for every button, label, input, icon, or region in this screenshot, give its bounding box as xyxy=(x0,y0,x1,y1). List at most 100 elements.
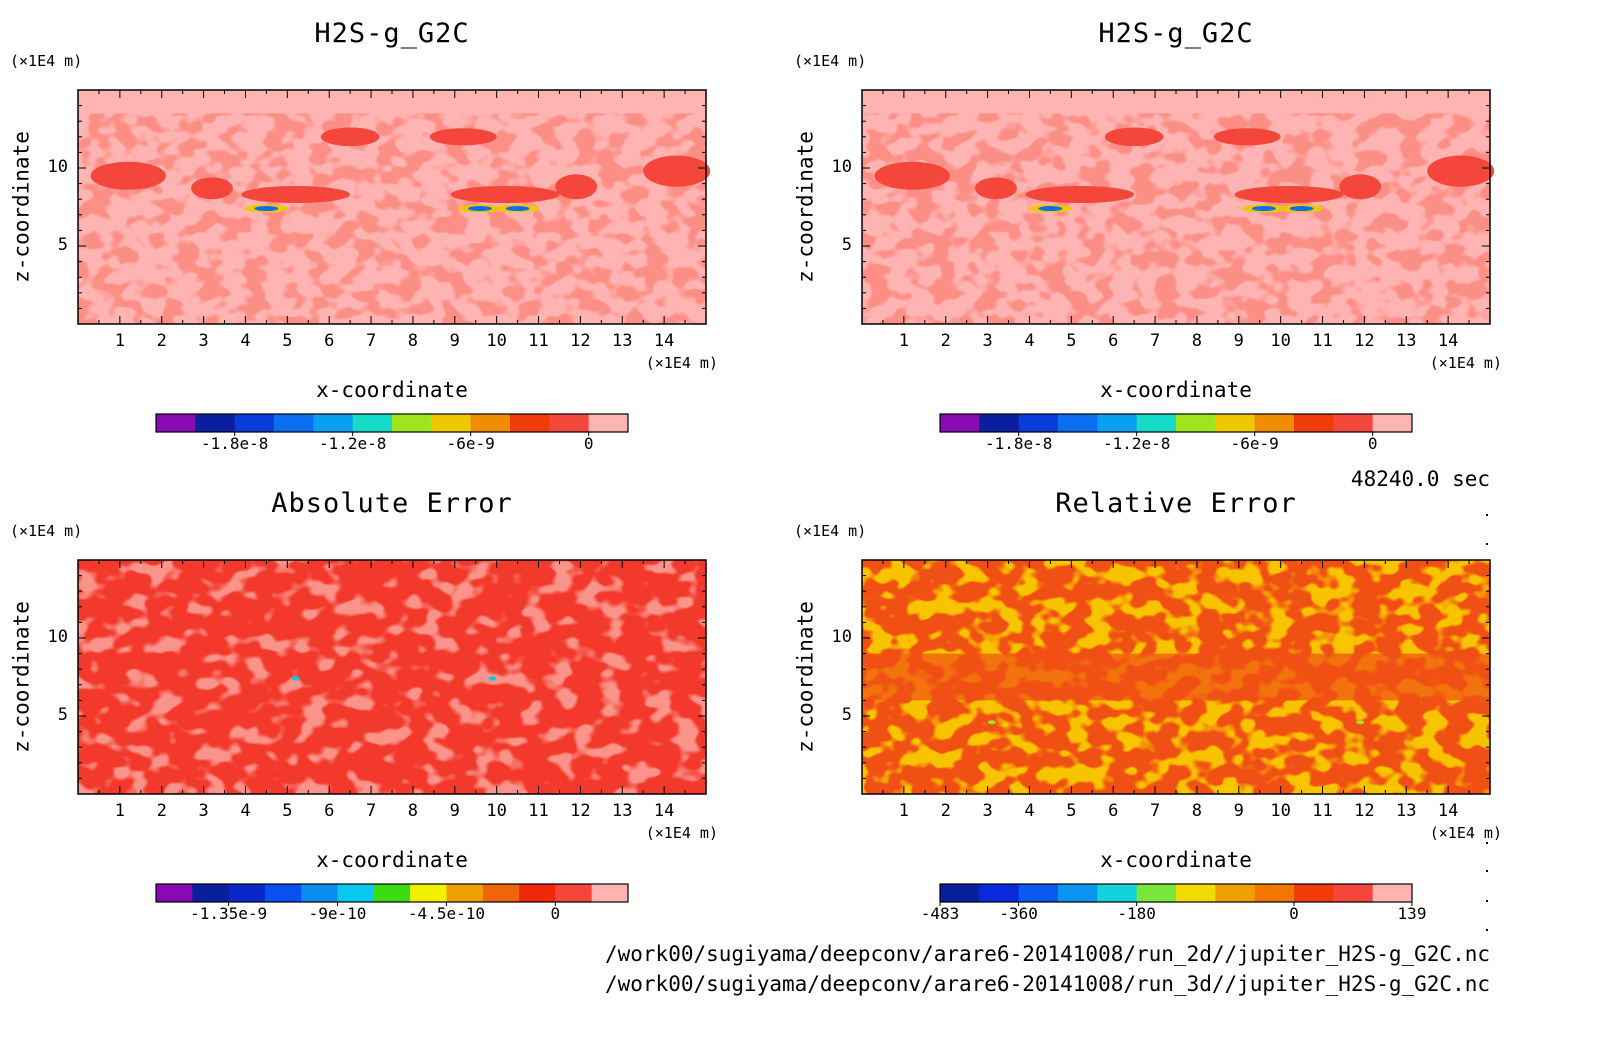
colorbar-segment xyxy=(1058,414,1098,432)
colorbar-segment xyxy=(1058,884,1098,902)
colorbar-segment xyxy=(1294,884,1334,902)
colorbar-segment xyxy=(591,884,629,902)
colorbar-segment xyxy=(192,884,230,902)
z-tick-label: 5 xyxy=(841,705,852,725)
x-axis-label: x-coordinate xyxy=(316,378,468,402)
colorbar-segment xyxy=(156,884,193,902)
anomaly xyxy=(488,676,497,681)
contour-blob xyxy=(1213,128,1281,146)
contour-blob xyxy=(1339,174,1382,200)
x-tick-label: 14 xyxy=(1437,801,1459,821)
time-label: 48240.0 sec xyxy=(1350,467,1490,491)
x-tick-label: 9 xyxy=(1233,331,1244,351)
x-axis-label: x-coordinate xyxy=(1100,848,1252,872)
margin-dot xyxy=(1486,900,1488,902)
colorbar-segment xyxy=(1372,414,1413,432)
margin-dot xyxy=(1486,929,1488,931)
colorbar-segment xyxy=(1097,414,1138,432)
x-tick-label: 2 xyxy=(940,801,951,821)
anomaly xyxy=(987,720,996,725)
x-tick-label: 3 xyxy=(982,331,993,351)
colorbar-label: 0 xyxy=(1367,434,1378,453)
field-top-band xyxy=(78,90,706,114)
x-tick-label: 1 xyxy=(898,801,909,821)
x-tick-label: 14 xyxy=(653,801,675,821)
colorbar-segment xyxy=(555,884,593,902)
x-tick-label: 5 xyxy=(282,801,293,821)
colorbar-segment xyxy=(1254,414,1295,432)
x-unit-label: (×1E4 m) xyxy=(645,354,718,372)
contour-blob xyxy=(191,177,233,200)
colorbar-segment xyxy=(979,414,1020,432)
panel-title: Relative Error xyxy=(1055,488,1297,519)
footer-path-1: /work00/sugiyama/deepconv/arare6-2014100… xyxy=(604,942,1490,966)
field-top-band xyxy=(862,90,1490,114)
colorbar-segment xyxy=(940,414,980,432)
colorbar-segment xyxy=(1018,414,1059,432)
colorbar-segment xyxy=(264,884,302,902)
z-unit-label: (×1E4 m) xyxy=(794,52,867,70)
anomaly-core xyxy=(1038,206,1063,212)
x-unit-label: (×1E4 m) xyxy=(1429,354,1502,372)
footer-path-2: /work00/sugiyama/deepconv/arare6-2014100… xyxy=(604,972,1490,996)
x-tick-label: 8 xyxy=(407,801,419,821)
contour-blob xyxy=(1025,185,1135,204)
contour-blob xyxy=(1104,127,1164,147)
x-tick-label: 11 xyxy=(1312,331,1333,351)
x-tick-label: 8 xyxy=(1191,801,1203,821)
contour-blob xyxy=(643,155,711,187)
x-tick-label: 5 xyxy=(282,331,293,351)
colorbar-segment xyxy=(431,414,472,432)
colorbar-segment xyxy=(1215,884,1256,902)
field-mid-band xyxy=(862,653,1490,701)
contour-blob xyxy=(1234,185,1344,204)
x-axis-label: x-coordinate xyxy=(316,848,468,872)
x-unit-label: (×1E4 m) xyxy=(645,824,718,842)
colorbar-segment xyxy=(482,884,520,902)
panel-title: H2S-g_G2C xyxy=(1098,18,1254,49)
contour-blob xyxy=(429,128,497,146)
colorbar-segment xyxy=(940,884,980,902)
x-tick-label: 12 xyxy=(570,331,591,351)
contour-blob xyxy=(90,161,166,190)
x-tick-label: 9 xyxy=(449,331,460,351)
x-tick-label: 13 xyxy=(1396,801,1417,821)
x-tick-label: 1 xyxy=(114,801,125,821)
colorbar-segment xyxy=(313,414,354,432)
z-unit-label: (×1E4 m) xyxy=(10,52,83,70)
anomaly-core xyxy=(1251,206,1276,212)
z-axis-label: z-coordinate xyxy=(793,131,818,283)
colorbar-frame xyxy=(939,413,1413,433)
contour-blob xyxy=(450,185,560,204)
z-tick-label: 5 xyxy=(841,235,852,255)
colorbar-segment xyxy=(392,414,432,432)
colorbar-segment xyxy=(1215,414,1256,432)
colorbar-frame xyxy=(939,883,1413,903)
anomaly-core xyxy=(254,206,279,212)
x-tick-label: 7 xyxy=(1149,331,1161,351)
x-tick-label: 13 xyxy=(612,331,633,351)
z-tick-label: 10 xyxy=(831,627,852,647)
x-tick-label: 4 xyxy=(240,331,251,351)
colorbar-segment xyxy=(1018,884,1059,902)
x-tick-label: 8 xyxy=(407,331,419,351)
x-axis-label: x-coordinate xyxy=(1100,378,1252,402)
x-tick-label: 12 xyxy=(570,801,591,821)
x-tick-label: 5 xyxy=(1066,801,1077,821)
margin-dot xyxy=(1486,842,1488,844)
x-tick-label: 13 xyxy=(612,801,633,821)
x-tick-label: 7 xyxy=(365,331,377,351)
x-tick-label: 5 xyxy=(1066,331,1077,351)
colorbar-segment xyxy=(1254,884,1295,902)
x-tick-label: 6 xyxy=(324,801,335,821)
colorbar-label: -180 xyxy=(1117,904,1156,923)
field-contours xyxy=(78,560,706,794)
contour-blob xyxy=(241,185,351,204)
x-tick-label: 11 xyxy=(528,331,549,351)
anomaly-core xyxy=(467,206,492,212)
contour-blob xyxy=(975,177,1017,200)
x-tick-label: 11 xyxy=(1312,801,1333,821)
x-tick-label: 6 xyxy=(324,331,335,351)
